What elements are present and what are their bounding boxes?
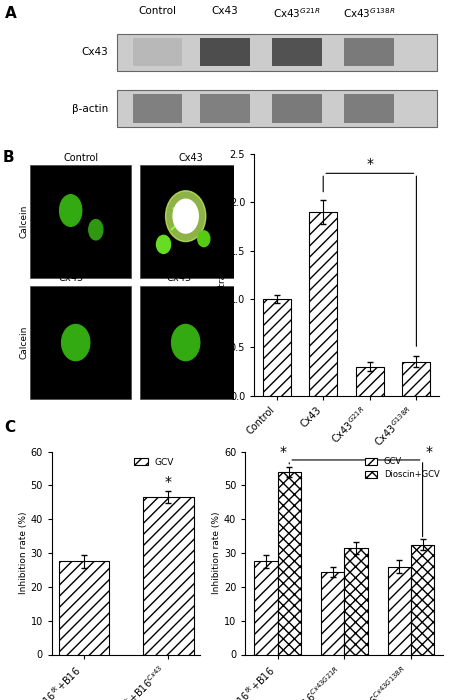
Text: *: * (279, 445, 286, 459)
Bar (278, 472, 301, 654)
Y-axis label: Inhibition rate (%): Inhibition rate (%) (212, 512, 221, 594)
Bar (143, 497, 194, 654)
Y-axis label: Calcein transfer ratio: Calcein transfer ratio (218, 227, 227, 323)
Bar (117, 34, 436, 71)
Ellipse shape (171, 325, 200, 360)
Text: Calcein: Calcein (19, 326, 28, 359)
Text: Cx43: Cx43 (178, 153, 203, 163)
Ellipse shape (59, 195, 82, 226)
Bar (272, 94, 322, 122)
Bar (344, 94, 394, 122)
Bar (263, 299, 291, 395)
Bar (133, 94, 182, 122)
Ellipse shape (173, 199, 198, 233)
Ellipse shape (166, 191, 206, 242)
Bar (356, 367, 384, 395)
Ellipse shape (198, 231, 210, 246)
Text: Calcein: Calcein (19, 205, 28, 239)
Bar (411, 545, 434, 654)
Text: β-actin: β-actin (72, 104, 108, 113)
Ellipse shape (62, 325, 90, 360)
Legend: GCV, Dioscin+GCV: GCV, Dioscin+GCV (361, 454, 443, 482)
Bar (200, 38, 250, 66)
Text: Cx43$^{G138R}$: Cx43$^{G138R}$ (343, 6, 395, 20)
Bar (31, 286, 131, 399)
Bar (344, 38, 394, 66)
Text: *: * (426, 445, 433, 459)
Text: *: * (366, 158, 373, 172)
Bar (344, 548, 368, 654)
Bar (254, 561, 278, 654)
Text: Cx43: Cx43 (81, 48, 108, 57)
Bar (31, 165, 131, 278)
Bar (272, 38, 322, 66)
Text: Cx43$^{G21R}$: Cx43$^{G21R}$ (273, 6, 321, 20)
Ellipse shape (89, 220, 103, 240)
Text: Cx43: Cx43 (212, 6, 239, 16)
Bar (133, 38, 182, 66)
Text: Control: Control (63, 153, 98, 163)
Bar (309, 212, 337, 396)
Y-axis label: Inhibition rate (%): Inhibition rate (%) (18, 512, 27, 594)
Bar (140, 165, 241, 278)
Legend: GCV: GCV (130, 454, 178, 470)
Text: C: C (4, 420, 16, 435)
Text: Cx43$^{G21R}$: Cx43$^{G21R}$ (58, 270, 104, 284)
Bar (402, 362, 430, 396)
Bar (140, 286, 241, 399)
Bar (387, 566, 411, 655)
Text: *: * (165, 475, 172, 489)
Bar (117, 90, 436, 127)
Bar (321, 572, 344, 654)
Text: Control: Control (139, 6, 176, 16)
Text: Cx43$^{G138R}$: Cx43$^{G138R}$ (166, 270, 216, 284)
Ellipse shape (157, 235, 171, 253)
Text: B: B (2, 150, 14, 164)
Bar (58, 561, 109, 654)
Bar (200, 94, 250, 122)
Text: A: A (4, 6, 16, 21)
